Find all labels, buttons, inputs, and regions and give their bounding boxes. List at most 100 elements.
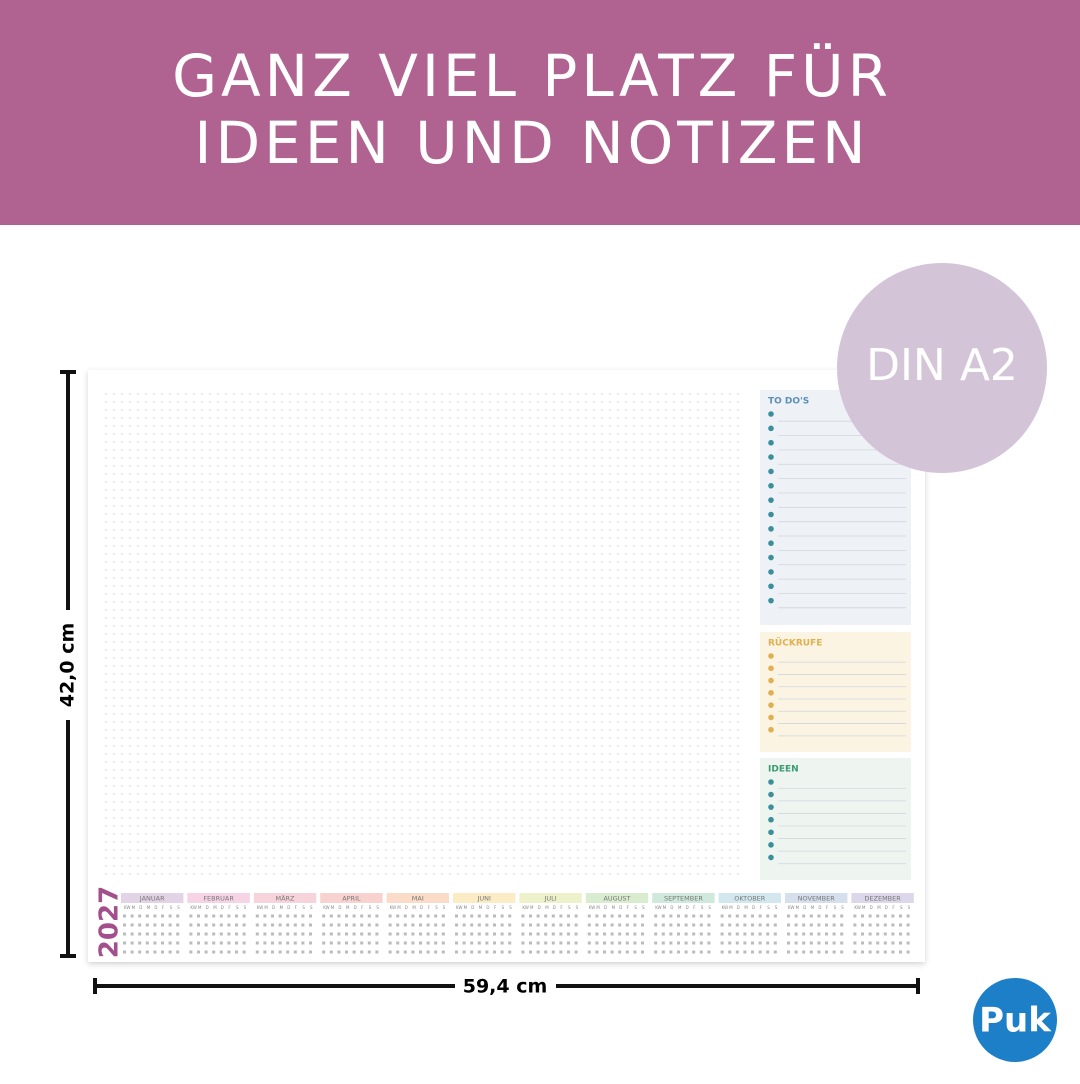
badge: DIN A2: [866, 340, 1018, 391]
bullet: [768, 842, 774, 848]
month-header: [187, 893, 250, 903]
weekday: D: [486, 905, 489, 910]
weekday: S: [841, 905, 844, 910]
weekday: M: [862, 905, 866, 910]
weekday: M: [397, 905, 401, 910]
bullet: [768, 653, 774, 659]
month-name: MÄRZ: [275, 894, 295, 903]
month-header: [519, 893, 582, 903]
weekday: KW: [124, 905, 130, 910]
weekday: KW: [190, 905, 196, 910]
weekday: S: [642, 905, 645, 910]
weekday: D: [354, 905, 357, 910]
weekday: D: [818, 905, 821, 910]
weekday: M: [264, 905, 268, 910]
bullet: [768, 482, 774, 489]
weekday: S: [834, 905, 837, 910]
bullet: [768, 511, 774, 518]
weekday: M: [663, 905, 667, 910]
weekday: S: [443, 905, 446, 910]
weekday: F: [892, 905, 895, 910]
month-name: SEPTEMBER: [664, 895, 703, 903]
weekday: M: [530, 905, 534, 910]
weekday: S: [708, 905, 711, 910]
weekday: F: [228, 905, 231, 910]
weekday: D: [619, 905, 622, 910]
weekday: F: [693, 905, 696, 910]
bullet: [768, 497, 774, 503]
weekday: M: [213, 905, 217, 910]
bullet: [768, 791, 774, 798]
weekday: F: [760, 905, 763, 910]
bullet: [768, 526, 774, 532]
panel-title: TO DO'S: [768, 397, 809, 407]
weekday: D: [471, 905, 474, 910]
month-header: [785, 893, 848, 903]
weekday: S: [435, 905, 438, 910]
weekday: KW: [655, 905, 661, 910]
panel-title: IDEEN: [768, 765, 799, 775]
logo-circle: [973, 978, 1057, 1062]
weekday: D: [538, 905, 541, 910]
weekday: F: [295, 905, 298, 910]
weekday: KW: [854, 905, 860, 910]
weekday: S: [900, 905, 903, 910]
height-dimension: [60, 370, 76, 958]
weekday: M: [796, 905, 800, 910]
weekday: D: [405, 905, 408, 910]
weekday: S: [767, 905, 770, 910]
weekday: KW: [390, 905, 396, 910]
bullet: [768, 816, 774, 823]
bullet: [768, 454, 774, 460]
weekday: F: [428, 905, 431, 910]
weekday: F: [361, 905, 364, 910]
bullet: [768, 779, 774, 785]
weekday: D: [154, 905, 157, 910]
bullet: [768, 554, 774, 561]
weekday: S: [236, 905, 239, 910]
weekday: D: [139, 905, 142, 910]
weekday: F: [494, 905, 497, 910]
month-header: [253, 893, 317, 903]
month-header: [718, 893, 781, 903]
weekday: S: [509, 905, 512, 910]
bullet: [768, 677, 774, 684]
bullet: [768, 597, 774, 604]
weekday: M: [280, 905, 284, 910]
weekday: D: [338, 905, 341, 910]
bullet: [768, 411, 774, 417]
weekday: S: [502, 905, 505, 910]
weekday: M: [729, 905, 733, 910]
month-header: [121, 893, 184, 903]
weekday: D: [206, 905, 209, 910]
weekday: S: [244, 905, 247, 910]
weekday: F: [560, 905, 563, 910]
weekday: KW: [456, 905, 462, 910]
bullet: [768, 439, 774, 446]
weekday: M: [479, 905, 483, 910]
weekday: S: [908, 905, 911, 910]
bullet: [768, 726, 774, 733]
weekday: D: [670, 905, 673, 910]
bullet: [768, 425, 774, 432]
bullet: [768, 702, 774, 708]
weekday: KW: [323, 905, 329, 910]
month-name: AUGUST: [603, 895, 630, 903]
weekday: S: [775, 905, 778, 910]
month-name: JUNI: [476, 895, 491, 903]
width-label: 59,4 cm: [463, 976, 548, 998]
badge-circle: [837, 263, 1047, 473]
panel: [760, 758, 911, 880]
month-header: [652, 893, 715, 903]
weekday: S: [310, 905, 313, 910]
weekday: M: [198, 905, 202, 910]
weekday: D: [752, 905, 755, 910]
month-header: [453, 893, 516, 903]
month-header: [320, 893, 383, 903]
weekday: S: [701, 905, 704, 910]
month-header: [851, 893, 914, 903]
weekday: D: [803, 905, 806, 910]
weekday: F: [162, 905, 165, 910]
weekday: M: [412, 905, 416, 910]
